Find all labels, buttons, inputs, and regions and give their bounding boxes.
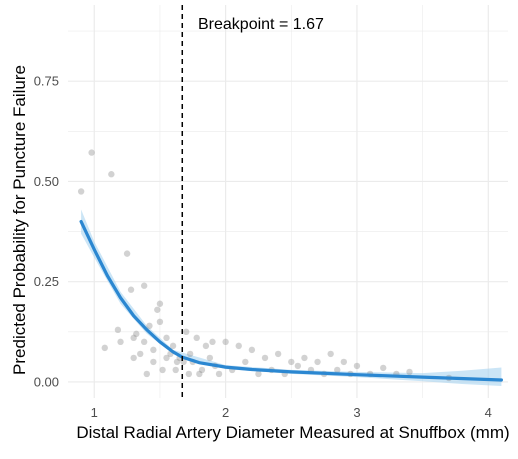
data-point <box>248 346 256 354</box>
data-point <box>140 338 148 346</box>
data-point <box>101 344 108 352</box>
data-point <box>242 358 249 366</box>
data-point <box>156 318 164 326</box>
data-point <box>183 328 190 336</box>
data-point <box>274 350 282 358</box>
x-axis-ticks: 1 2 3 4 <box>91 405 492 420</box>
data-point <box>288 358 295 366</box>
y-tick-label: 0.50 <box>34 174 59 189</box>
data-point <box>380 364 387 372</box>
data-point <box>140 282 148 289</box>
data-point <box>88 149 95 156</box>
data-point <box>137 350 144 358</box>
data-point <box>154 306 161 313</box>
data-point <box>133 330 140 338</box>
data-point <box>198 366 206 374</box>
y-tick-label: 0.75 <box>34 74 59 89</box>
data-point <box>193 334 200 342</box>
x-tick-label: 2 <box>222 405 229 420</box>
data-point <box>294 362 302 370</box>
data-points <box>77 149 453 382</box>
y-axis-title: Predicted Probability for Puncture Failu… <box>10 65 29 375</box>
y-tick-label: 0.25 <box>34 274 59 289</box>
data-point <box>185 370 193 378</box>
breakpoint-label: Breakpoint = 1.67 <box>198 16 324 33</box>
data-point <box>150 346 157 354</box>
data-point <box>215 370 223 378</box>
data-point <box>117 338 124 346</box>
data-point <box>130 354 137 362</box>
data-point <box>143 370 151 378</box>
data-point <box>196 370 203 378</box>
data-point <box>173 358 181 366</box>
data-point <box>301 354 308 362</box>
data-point <box>108 171 115 178</box>
x-tick-label: 1 <box>91 405 98 420</box>
data-point <box>222 338 229 346</box>
data-point <box>255 370 262 378</box>
data-point <box>327 350 334 358</box>
data-point <box>340 358 348 366</box>
x-axis-title: Distal Radial Artery Diameter Measured a… <box>76 423 509 442</box>
data-point <box>169 342 177 350</box>
data-point <box>146 322 153 330</box>
data-point <box>202 342 210 350</box>
y-axis-ticks: 0.00 0.25 0.50 0.75 <box>34 74 59 390</box>
data-point <box>235 342 242 350</box>
data-point <box>163 334 170 342</box>
data-point <box>406 368 413 376</box>
minor-grid <box>68 5 508 398</box>
data-point <box>209 338 216 346</box>
x-tick-label: 4 <box>485 405 492 420</box>
data-point <box>334 366 341 374</box>
data-point <box>261 354 269 362</box>
data-point <box>172 366 179 374</box>
data-point <box>186 350 194 358</box>
data-point <box>206 354 214 362</box>
data-point <box>130 334 137 342</box>
data-point <box>123 250 131 257</box>
major-grid <box>68 5 508 398</box>
data-point <box>114 326 122 334</box>
x-tick-label: 3 <box>353 405 360 420</box>
data-point <box>150 358 157 366</box>
y-tick-label: 0.00 <box>34 374 59 389</box>
data-point <box>77 188 85 195</box>
data-point <box>163 354 170 362</box>
data-point <box>353 362 361 370</box>
data-point <box>156 300 164 307</box>
fit-line <box>79 220 503 382</box>
data-point <box>314 358 321 366</box>
data-point <box>127 286 135 293</box>
data-point <box>159 366 166 374</box>
